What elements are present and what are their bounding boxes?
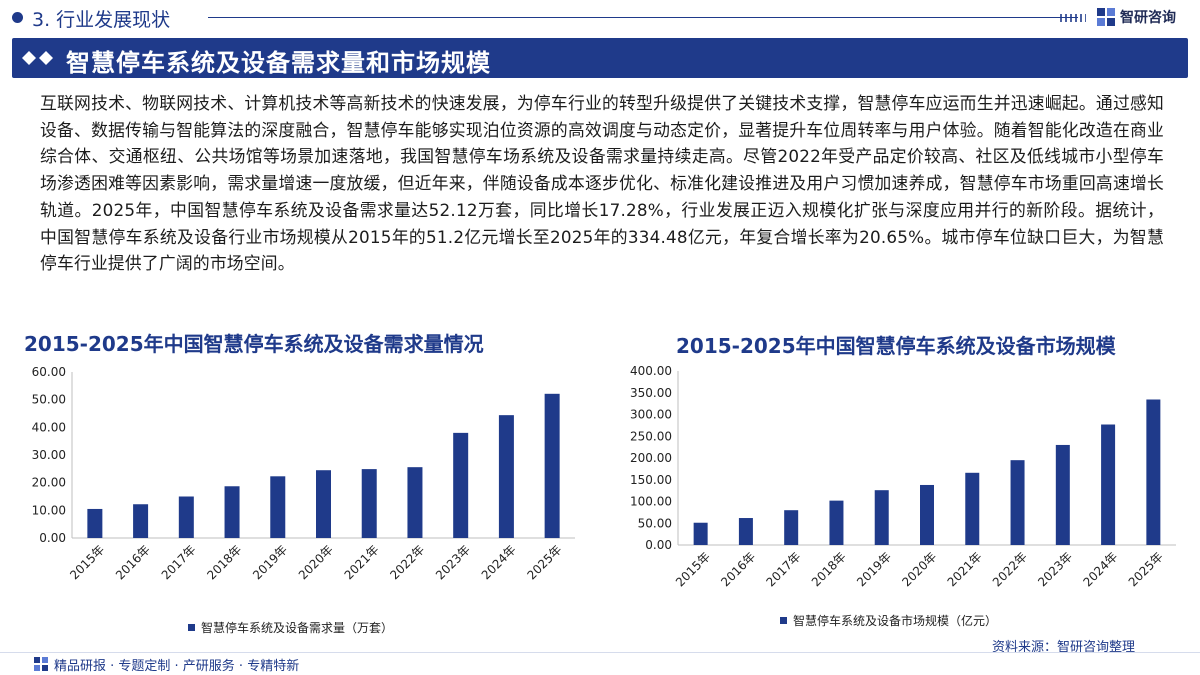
- legend-swatch: [188, 624, 195, 631]
- bar: [829, 500, 844, 545]
- legend-label: 智慧停车系统及设备市场规模（亿元）: [793, 613, 997, 628]
- y-tick-label: 50.00: [32, 393, 66, 407]
- y-tick-label: 0.00: [645, 538, 672, 552]
- x-tick-label: 2020年: [899, 549, 939, 589]
- x-tick-label: 2015年: [673, 549, 713, 589]
- x-tick-label: 2022年: [387, 542, 427, 582]
- zhiyan-small-logo-icon: [34, 657, 48, 671]
- left-chart-title: 2015-2025年中国智慧停车系统及设备需求量情况: [24, 332, 484, 356]
- double-diamond-icon: [22, 51, 53, 65]
- x-tick-label: 2024年: [479, 542, 519, 582]
- brand: 智研咨询: [1096, 6, 1176, 28]
- page-heading-banner: 智慧停车系统及设备需求量和市场规模: [12, 38, 1188, 78]
- body-paragraph: 互联网技术、物联网技术、计算机技术等高新技术的快速发展，为停车行业的转型升级提供…: [40, 93, 1164, 274]
- x-tick-label: 2015年: [67, 542, 107, 582]
- market-size-bar-chart: 0.00 50.00 100.00 150.00 200.00 250.00 300.00 3…: [630, 364, 1176, 628]
- footer-services: 精品研报 · 专题定制 · 产研服务 · 专精特新: [54, 659, 300, 674]
- x-tick-label: 2021年: [342, 542, 382, 582]
- data-source: 资料来源：智研咨询整理: [992, 640, 1136, 655]
- x-tick-label: 2025年: [524, 542, 564, 582]
- x-tick-label: 2025年: [1126, 549, 1166, 589]
- bar: [874, 490, 889, 545]
- x-tick-label: 2022年: [990, 549, 1030, 589]
- x-tick-label: 2016年: [718, 549, 758, 589]
- y-tick-label: 300.00: [630, 408, 672, 422]
- bar: [87, 508, 103, 538]
- y-tick-label: 200.00: [630, 451, 672, 465]
- y-tick-label: 150.00: [630, 473, 672, 487]
- header-dots-decoration: [1060, 14, 1086, 22]
- y-tick-label: 250.00: [630, 429, 672, 443]
- legend-label: 智慧停车系统及设备需求量（万套）: [201, 620, 393, 635]
- bar: [453, 432, 469, 538]
- zhiyan-logo-icon: [1097, 8, 1115, 26]
- brand-name: 智研咨询: [1120, 10, 1176, 26]
- bar: [1101, 424, 1116, 545]
- bar: [361, 469, 377, 538]
- x-tick-label: 2021年: [945, 549, 985, 589]
- bar: [693, 522, 708, 545]
- bar: [920, 484, 934, 545]
- bar: [224, 486, 240, 538]
- bar: [738, 518, 753, 545]
- x-tick-label: 2018年: [809, 549, 849, 589]
- header-divider: [208, 17, 1078, 18]
- bar: [178, 496, 194, 538]
- bar: [316, 470, 331, 538]
- y-tick-label: 60.00: [32, 365, 66, 379]
- bar: [544, 393, 560, 538]
- bar: [1146, 399, 1161, 545]
- legend-swatch: [780, 617, 787, 624]
- bar: [965, 472, 980, 545]
- x-tick-label: 2020年: [296, 542, 336, 582]
- bar: [407, 467, 423, 538]
- bar: [784, 510, 799, 545]
- y-tick-label: 350.00: [630, 386, 672, 400]
- y-tick-label: 40.00: [32, 420, 66, 434]
- x-tick-label: 2017年: [159, 542, 199, 582]
- y-tick-label: 400.00: [630, 364, 672, 378]
- section-bullet-icon: [12, 12, 23, 23]
- x-tick-label: 2024年: [1080, 549, 1120, 589]
- y-tick-label: 0.00: [39, 531, 66, 545]
- section-title: 3. 行业发展现状: [32, 9, 171, 31]
- bar: [270, 476, 286, 538]
- y-tick-label: 10.00: [32, 503, 66, 517]
- bar: [1010, 460, 1025, 545]
- x-tick-label: 2019年: [250, 542, 290, 582]
- top-bar: 3. 行业发展现状 智研咨询: [0, 0, 1200, 36]
- right-chart-title: 2015-2025年中国智慧停车系统及设备市场规模: [676, 334, 1116, 358]
- x-tick-label: 2016年: [113, 542, 153, 582]
- y-tick-label: 50.00: [638, 516, 672, 530]
- page-title: 智慧停车系统及设备需求量和市场规模: [66, 49, 491, 77]
- x-tick-label: 2018年: [204, 542, 244, 582]
- y-tick-label: 20.00: [32, 476, 66, 490]
- x-tick-label: 2023年: [1035, 549, 1075, 589]
- bar: [133, 504, 149, 538]
- y-tick-label: 30.00: [32, 448, 66, 462]
- footer-divider: [0, 652, 1200, 653]
- y-tick-label: 100.00: [630, 495, 672, 509]
- x-tick-label: 2017年: [764, 549, 804, 589]
- bar: [1055, 444, 1070, 545]
- bar: [498, 415, 514, 538]
- x-tick-label: 2023年: [433, 542, 473, 582]
- x-tick-label: 2019年: [854, 549, 894, 589]
